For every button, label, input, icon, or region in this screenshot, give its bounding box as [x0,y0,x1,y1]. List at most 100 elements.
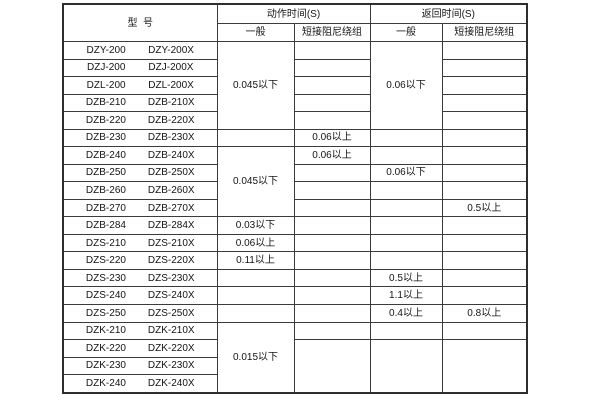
action-general-cell: 0.06以上 [216,233,295,253]
return-damping-cell [441,251,528,270]
model-cell: DZS-250 DZS-250X [62,303,218,323]
model-cell: DZB-250 DZB-250X [62,163,218,183]
model-cell: DZB-240 DZB-240X [62,146,218,165]
return-general-cell [369,233,443,253]
model-cell: DZB-230 DZB-230X [62,128,218,148]
action-general-cell: 0.045以下 [216,146,295,218]
return-general-cell [369,339,443,394]
return-general-cell [369,216,443,235]
model-name: DZL-200X [148,79,194,91]
header-return-damping: 短接阻尼绕组 [441,23,528,42]
table-row: DZS-230 DZS-230X 0.5以上 [62,268,528,288]
model-name: DZS-240 [85,290,126,302]
model-name: DZB-240 [85,149,126,161]
action-damping-cell [293,251,371,270]
action-general-cell: 0.015以下 [216,321,295,394]
return-damping-cell [441,216,528,235]
return-general-cell [369,181,443,200]
model-cell: DZS-210 DZS-210X [62,233,218,253]
model-name: DZK-230 [85,360,126,372]
model-name: DZS-220 [85,255,126,267]
return-damping-cell [441,286,528,305]
table-row: DZB-240 DZB-240X 0.045以下 0.06以上 [62,146,528,218]
action-damping-cell: 0.06以上 [293,146,371,165]
action-damping-cell [293,268,371,288]
model-name: DZJ-200X [148,62,194,74]
action-damping-cell [293,303,371,323]
action-general-cell: 0.045以下 [216,41,295,130]
model-name: DZB-210X [147,97,195,109]
model-name: DZS-220X [147,255,195,267]
model-name: DZK-240X [147,378,195,390]
table-row: DZS-220 DZS-220X 0.11以上 [62,251,528,270]
table-row: DZK-220 DZK-220X [62,339,528,394]
action-general-cell: 0.03以下 [216,216,295,235]
return-general-cell [369,251,443,270]
header-model: 型 号 [62,3,218,42]
table-row: DZB-230 DZB-230X 0.06以上 [62,128,528,148]
return-damping-cell [441,93,528,113]
model-name: DZB-284 [85,220,126,232]
table-row: DZL-200 DZL-200X [62,76,528,95]
table-row: DZS-250 DZS-250X 0.4以上 0.8以上 [62,303,528,323]
table-row: DZK-230 DZK-230X [62,356,527,376]
return-damping-cell [441,41,528,60]
action-damping-cell [293,198,371,218]
action-general-cell [216,268,295,288]
model-cell: DZB-284 DZB-284X [62,216,218,235]
model-name: DZS-230X [147,272,195,284]
model-name: DZS-240X [147,290,195,302]
model-name: DZB-250X [147,167,195,179]
model-name: DZB-270 [85,202,126,214]
action-damping-cell [293,181,371,200]
return-damping-cell [441,268,528,288]
model-name: DZS-210X [147,237,195,249]
return-damping-cell [441,339,528,394]
model-name: DZJ-200 [87,62,126,74]
action-general-cell [216,303,295,323]
model-cell: DZJ-200 DZJ-200X [62,58,218,78]
return-damping-cell: 0.8以上 [441,303,528,323]
return-general-cell: 0.06以下 [369,163,443,183]
model-cell: DZL-200 DZL-200X [62,76,218,95]
model-name: DZY-200X [148,44,194,56]
return-general-cell: 0.4以上 [369,303,443,323]
header-return-time: 返回时间(S) [369,3,528,24]
model-cell: DZK-220 DZK-220X [62,339,218,358]
table-row: DZB-250 DZB-250X 0.06以下 [62,163,528,183]
header-action-general: 一般 [216,23,295,42]
action-damping-cell [293,321,371,341]
return-general-cell: 1.1以上 [369,286,443,305]
header-action-time: 动作时间(S) [216,3,371,24]
action-damping-cell [293,41,371,60]
model-name: DZS-250 [85,307,126,319]
table-row: DZJ-200 DZJ-200X [62,58,528,78]
return-general-cell: 0.5以上 [369,268,443,288]
action-damping-cell [293,163,371,183]
model-name: DZB-270X [147,202,195,214]
model-name: DZB-210 [85,97,126,109]
action-general-cell [216,286,295,305]
model-cell: DZK-240 DZK-240X [62,374,218,394]
return-damping-cell [441,58,528,78]
model-name: DZB-240X [147,149,195,161]
table-row: DZY-200 DZY-200X 0.045以下 0.06以下 [62,41,528,130]
model-name: DZY-200 [86,44,126,56]
return-damping-cell [441,163,528,183]
model-cell: DZS-240 DZS-240X [62,286,218,305]
relay-timing-table: 型 号 动作时间(S) 返回时间(S) 一般 短接阻尼绕组 一般 短接阻尼绕组 … [62,3,528,394]
return-damping-cell [441,146,528,165]
table-row: DZB-220 DZB-220X [62,111,528,130]
action-damping-cell [293,233,371,253]
model-name: DZB-260X [147,185,195,197]
return-general-cell [369,198,443,218]
model-name: DZB-230 [85,132,126,144]
model-cell: DZY-200 DZY-200X [62,41,218,60]
model-name: DZB-230X [147,132,195,144]
action-damping-cell [293,111,371,130]
model-cell: DZS-220 DZS-220X [62,251,218,270]
return-damping-cell [441,128,528,148]
table-row: DZK-240 DZK-240X [62,374,527,394]
model-name: DZB-260 [85,185,126,197]
action-general-cell: 0.11以上 [216,251,295,270]
